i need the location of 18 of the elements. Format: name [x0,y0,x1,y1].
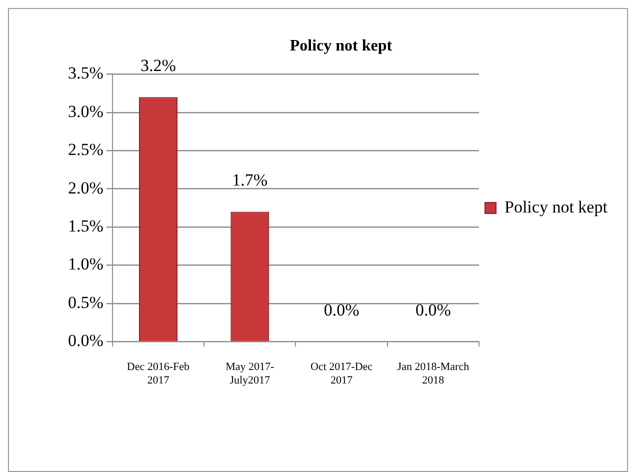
y-tick-label: 2.0% [68,178,104,198]
y-tick-label: 2.5% [68,140,104,160]
y-tick-label: 3.5% [68,64,104,83]
legend-label: Policy not kept [504,197,608,216]
data-label: 3.2% [140,56,176,76]
x-tick-label: Dec 2016-Feb 2017 [126,361,190,386]
y-tick-label: 0.0% [68,331,104,350]
x-tick-label: May 2017-July2017 [226,361,275,386]
data-label: 0.0% [415,300,451,320]
y-tick-label: 0.5% [68,292,104,312]
y-tick-label: 1.5% [68,216,104,236]
x-tick-label: Jan 2018-March 2018 [397,361,470,386]
y-tick-label: 3.0% [68,102,104,121]
data-label: 1.7% [232,170,268,190]
chart-title: Policy not kept [290,38,393,55]
y-tick-label: 1.0% [68,254,104,274]
data-label: 0.0% [324,300,360,320]
x-tick-label: Oct 2017-Dec 2017 [310,361,373,386]
